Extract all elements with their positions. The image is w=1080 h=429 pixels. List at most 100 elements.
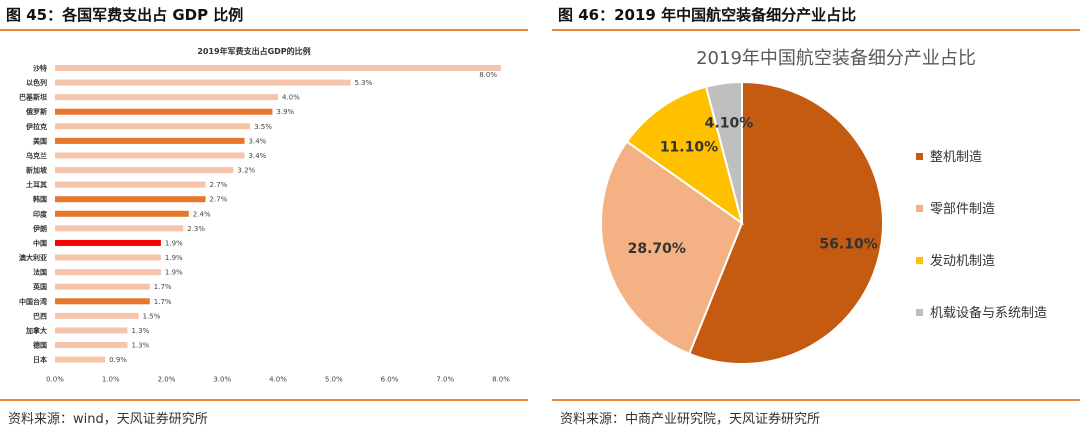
figure-46-panel: 图 46：2019 年中国航空装备细分产业占比 2019年中国航空装备细分产业占… [552, 0, 1080, 429]
x-tick-label: 4.0% [269, 376, 287, 384]
legend-swatch [916, 205, 923, 212]
category-label: 法国 [33, 268, 47, 277]
bar-value-label: 1.9% [165, 239, 183, 247]
bar [55, 356, 106, 363]
figure-45-title: 图 45：各国军费支出占 GDP 比例 [6, 6, 244, 24]
pie-slice [704, 80, 743, 224]
bar-value-label: 3.4% [249, 137, 267, 145]
bar-value-label: 8.0% [479, 71, 497, 79]
legend-label: 整机制造 [930, 150, 982, 165]
x-tick-label: 5.0% [325, 376, 343, 384]
bar-value-label: 2.3% [187, 225, 205, 233]
category-label: 沙特 [33, 64, 47, 73]
bar-chart-area: 2019年军费支出占GDP的比例 沙特 8.0% 以色列 5.3% 巴基斯坦 4.0% 俄罗… [5, 35, 523, 393]
pie-slice [687, 80, 884, 365]
category-label: 伊朗 [32, 224, 47, 233]
bar-value-label: 1.7% [154, 298, 172, 306]
figure-46-title: 图 46：2019 年中国航空装备细分产业占比 [558, 6, 857, 24]
bar-value-label: 0.9% [109, 356, 127, 364]
title-divider [552, 29, 1080, 31]
bar-value-label: 5.3% [354, 79, 372, 87]
pie-slice [600, 140, 744, 356]
bar [55, 65, 501, 71]
pie-chart-area: 2019年中国航空装备细分产业占比 56.10% 28.70% 11.10% 4.10… [552, 35, 1080, 393]
category-label: 印度 [33, 209, 48, 218]
slice-value-label: 28.70% [628, 241, 686, 257]
bar [55, 342, 128, 349]
legend-swatch [916, 257, 923, 264]
bar-value-label: 1.5% [143, 312, 161, 320]
category-label: 美国 [33, 136, 47, 145]
source-divider [0, 399, 528, 401]
bar [55, 298, 150, 305]
bar-value-label: 4.0% [282, 94, 300, 102]
legend-swatch [916, 309, 923, 316]
bar [55, 167, 234, 174]
bar-value-label: 1.3% [131, 327, 149, 335]
bar-value-label: 1.3% [131, 342, 149, 350]
category-label: 澳大利亚 [19, 253, 47, 262]
category-label: 土耳其 [26, 180, 47, 189]
bar-chart-title: 2019年军费支出占GDP的比例 [197, 46, 310, 56]
x-tick-label: 7.0% [436, 376, 454, 384]
bar-value-label: 1.9% [165, 254, 183, 262]
category-label: 巴西 [33, 312, 47, 320]
figure-45-panel: 图 45：各国军费支出占 GDP 比例 2019年军费支出占GDP的比例 沙特 8… [0, 0, 528, 429]
category-label: 中国台湾 [19, 297, 47, 306]
category-label: 韩国 [33, 195, 47, 204]
category-label: 加拿大 [25, 326, 47, 335]
category-label: 新加坡 [26, 166, 48, 175]
category-label: 中国 [33, 238, 47, 247]
military-spending-bar-chart: 2019年军费支出占GDP的比例 沙特 8.0% 以色列 5.3% 巴基斯坦 4.0% 俄罗… [19, 46, 510, 384]
pie-slice [625, 85, 744, 226]
bar [55, 254, 161, 261]
title-divider [0, 29, 528, 31]
category-label: 乌克兰 [26, 151, 47, 160]
bar [55, 181, 206, 188]
category-label: 巴基斯坦 [19, 93, 47, 102]
x-tick-label: 6.0% [381, 376, 399, 384]
bar-value-label: 2.7% [210, 196, 228, 204]
bar [55, 210, 189, 217]
x-tick-label: 1.0% [102, 376, 120, 384]
bar [55, 137, 245, 144]
bar-value-label: 3.4% [249, 152, 267, 160]
bar [55, 123, 251, 130]
bar [55, 152, 245, 159]
bar [55, 79, 351, 86]
slice-value-label: 56.10% [819, 237, 877, 253]
pie-chart-title: 2019年中国航空装备细分产业占比 [696, 48, 976, 69]
bar-value-label: 3.5% [254, 123, 272, 131]
bar [55, 283, 150, 290]
slice-value-label: 4.10% [705, 115, 754, 131]
category-label: 德国 [33, 341, 47, 350]
bar-value-label: 2.7% [210, 181, 228, 189]
bar [55, 108, 273, 115]
bar-value-label: 1.7% [154, 283, 172, 291]
x-tick-label: 2.0% [158, 376, 176, 384]
bar [55, 312, 139, 319]
category-label: 英国 [32, 282, 47, 291]
legend-swatch [916, 153, 923, 160]
category-label: 以色列 [26, 78, 47, 87]
category-label: 俄罗斯 [25, 107, 47, 116]
bar [55, 94, 278, 101]
x-tick-label: 8.0% [492, 376, 510, 384]
bar-value-label: 2.4% [193, 210, 211, 218]
category-label: 日本 [33, 355, 47, 364]
bar-series: 沙特 8.0% 以色列 5.3% 巴基斯坦 4.0% 俄罗斯 3.9% 伊拉克 3.5% 美国 3.4… [19, 64, 510, 384]
aviation-equipment-pie-chart: 2019年中国航空装备细分产业占比 56.10% 28.70% 11.10% 4.10… [600, 48, 1047, 365]
bar-value-label: 3.2% [237, 167, 255, 175]
bar [55, 225, 184, 232]
x-tick-label: 0.0% [46, 376, 64, 384]
legend-label: 机载设备与系统制造 [930, 305, 1047, 321]
x-tick-label: 3.0% [213, 376, 231, 384]
bar [55, 269, 161, 276]
category-label: 伊拉克 [25, 122, 47, 131]
pie-series: 56.10% 28.70% 11.10% 4.10% [600, 80, 884, 365]
bar-value-label: 1.9% [165, 269, 183, 277]
bar [55, 196, 206, 203]
source-divider [552, 399, 1080, 401]
bar [55, 239, 161, 246]
